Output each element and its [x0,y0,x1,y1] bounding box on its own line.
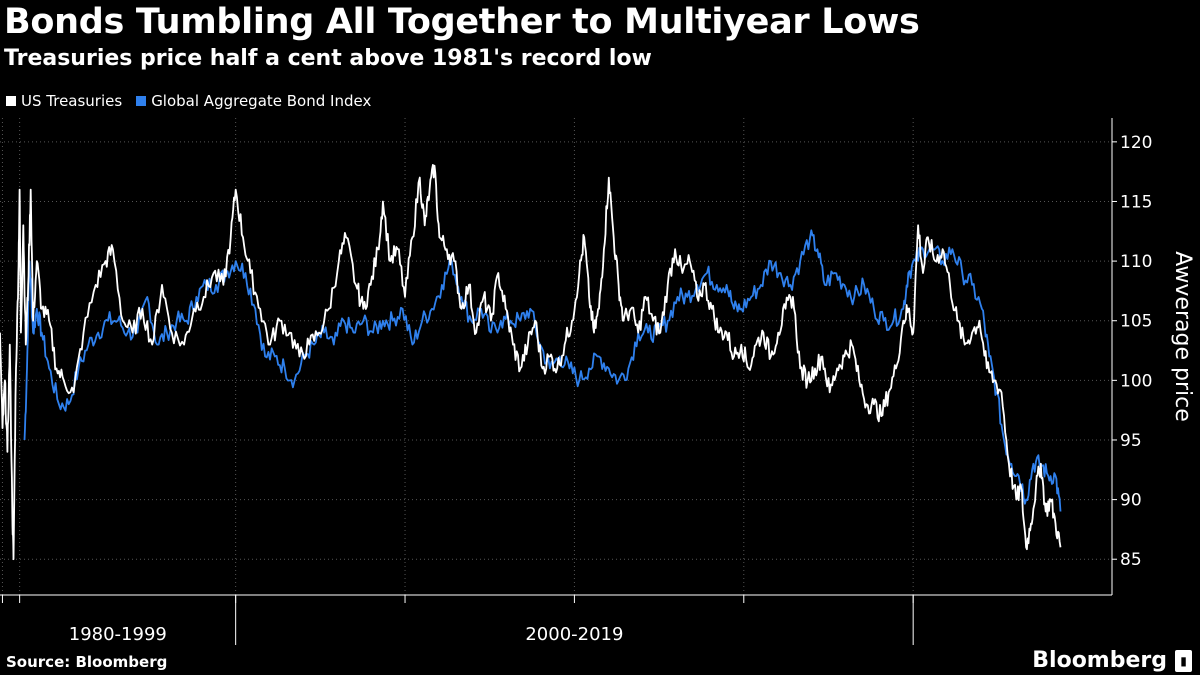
series-line-global-aggregate-bond-index [23,229,1062,512]
legend-swatch-us-treasuries [6,96,16,106]
period-label-1: 2000-2019 [525,624,623,645]
legend-label-global-aggregate: Global Aggregate Bond Index [151,92,372,110]
y-tick-label-90: 90 [1120,491,1142,511]
chart-subtitle: Treasuries price half a cent above 1981'… [4,46,652,71]
y-tick-label-115: 115 [1120,192,1152,212]
y-tick-label-100: 100 [1120,371,1152,391]
bloomberg-terminal-icon: ▮ [1175,649,1192,672]
bloomberg-brand: Bloomberg ▮ [1032,648,1192,673]
period-label-0: 1980-1999 [69,624,167,645]
chart-title: Bonds Tumbling All Together to Multiyear… [4,2,920,42]
legend-label-us-treasuries: US Treasuries [21,92,123,110]
legend-item-us-treasuries: US Treasuries [6,92,122,110]
source-note: Source: Bloomberg [6,653,168,671]
chart-legend: US Treasuries Global Aggregate Bond Inde… [6,92,371,110]
y-tick-label-95: 95 [1120,431,1142,451]
y-tick-label-120: 120 [1120,133,1152,153]
brand-label: Bloomberg [1032,648,1167,673]
y-tick-label-110: 110 [1120,252,1152,272]
y-tick-label-85: 85 [1120,550,1142,570]
legend-item-global-aggregate: Global Aggregate Bond Index [136,92,371,110]
y-tick-label-105: 105 [1120,312,1152,332]
legend-swatch-global-aggregate [136,96,147,106]
y-axis-label: Awverage price [1170,251,1195,421]
series-line-us-treasuries [0,164,1062,561]
